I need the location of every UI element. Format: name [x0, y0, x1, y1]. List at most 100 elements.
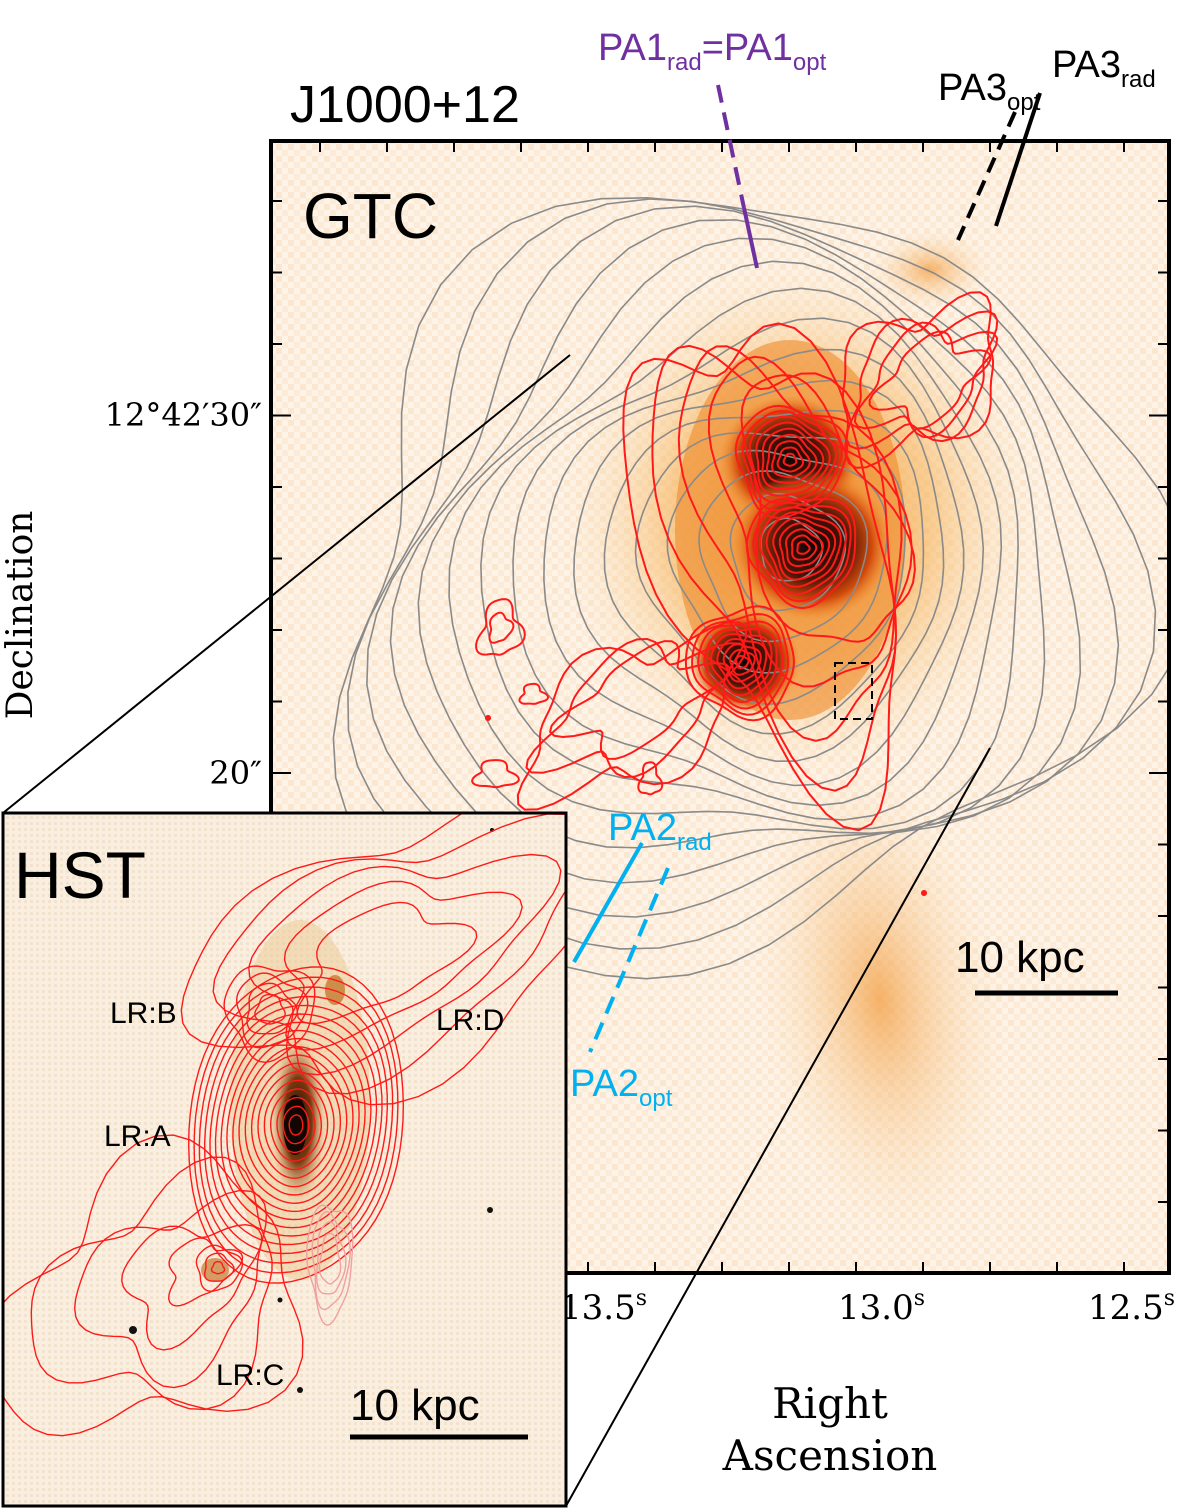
contour-line	[220, 1021, 372, 1229]
contour-line	[868, 330, 992, 430]
contour-line	[516, 621, 748, 811]
svg-text:12.5s: 12.5s	[1088, 1286, 1175, 1328]
pa1-marker: PA1rad=PA1opt	[598, 27, 827, 269]
contour-line	[30, 1156, 273, 1411]
contour-line	[204, 1252, 235, 1282]
main-panel: GTC 10 kpc 12°42′30″ 20″ Declination 13.…	[0, 139, 1175, 1480]
gtc-scale-bar-label: 10 kpc	[955, 933, 1085, 982]
contour-line	[305, 1204, 354, 1326]
hst-scale-bar-label: 10 kpc	[350, 1381, 480, 1430]
contour-line	[758, 506, 848, 596]
contour-line	[214, 1013, 378, 1237]
contour-line	[790, 534, 818, 561]
contour-line	[283, 880, 523, 1051]
zoom-connectors	[2, 354, 991, 1507]
contour-line	[548, 640, 732, 760]
contour-line	[752, 501, 852, 603]
contour-line	[543, 348, 965, 787]
contour-line	[198, 986, 394, 1264]
svg-text:13.0s: 13.0s	[838, 1286, 925, 1328]
contour-line	[235, 972, 309, 1049]
contour-line	[246, 982, 298, 1035]
contour-line	[226, 1029, 366, 1221]
contour-line	[448, 260, 1019, 830]
ra-tick-label-2: 13.0s	[838, 1286, 925, 1328]
contour-line	[722, 643, 762, 683]
contour-line	[703, 627, 778, 704]
contour-line	[748, 415, 838, 504]
contour-line	[488, 611, 515, 644]
contour-line	[735, 654, 750, 670]
contour-line	[270, 1088, 322, 1162]
contour-line	[709, 633, 773, 697]
region-label-lrc: LR:C	[216, 1359, 284, 1392]
ra-axis-title-line2: Ascension	[722, 1431, 938, 1480]
contour-line	[73, 1189, 268, 1389]
contour-line	[755, 421, 831, 497]
region-label-lra: LR:A	[104, 1120, 171, 1153]
dec-axis-title: Declination	[0, 511, 41, 720]
contour-line	[475, 598, 526, 656]
contour-line	[573, 379, 945, 763]
ra-axis-title-line1: Right	[772, 1379, 888, 1428]
ra-tick-label-3: 12.5s	[1088, 1286, 1175, 1328]
contour-line	[209, 1004, 383, 1246]
pa3-opt-label: PA3opt	[938, 67, 1041, 116]
contour-line	[187, 966, 405, 1284]
hst-label: HST	[14, 838, 146, 912]
contour-line	[759, 517, 824, 582]
contour-line	[622, 322, 898, 832]
pa3-marker: PA3opt PA3rad	[938, 44, 1156, 241]
contour-line	[485, 715, 491, 721]
contour-line	[238, 1045, 354, 1205]
contour-line	[707, 355, 913, 688]
contour-line	[288, 1114, 304, 1136]
contour-line	[637, 761, 664, 796]
contour-line	[771, 440, 811, 479]
inset-frame	[1, 811, 568, 1508]
radio-contours	[471, 291, 999, 896]
contour-line	[765, 433, 818, 484]
contour-line	[765, 511, 842, 588]
contour-line	[772, 516, 837, 581]
contour-line	[677, 345, 903, 742]
contour-line	[3, 1134, 304, 1437]
contour-line	[244, 1054, 348, 1196]
pa3-rad-label: PA3rad	[1052, 44, 1156, 93]
contour-line	[761, 427, 825, 490]
ra-tick-label-1: 13.5s	[560, 1286, 647, 1328]
pa1-label: PA1rad=PA1opt	[598, 27, 827, 76]
contour-line	[121, 1223, 263, 1351]
contour-line	[480, 287, 1003, 821]
region-box	[834, 662, 873, 720]
contour-line	[316, 1221, 347, 1295]
contour-line	[210, 1261, 226, 1275]
contour-line	[716, 637, 768, 690]
contour-line	[853, 321, 999, 439]
contour-line	[776, 446, 805, 473]
contour-line	[518, 682, 550, 705]
contour-line	[782, 452, 798, 467]
contour-line	[318, 1232, 342, 1285]
contour-line	[471, 759, 520, 789]
contour-line	[248, 853, 562, 1076]
svg-text:13.5s: 13.5s	[560, 1286, 647, 1328]
contour-line	[778, 522, 831, 574]
contour-line	[525, 637, 747, 779]
contour-line	[263, 1079, 329, 1171]
contour-line	[193, 976, 399, 1274]
region-label-lrd: LR:D	[436, 1004, 504, 1037]
object-title: J1000+12	[290, 76, 520, 134]
inset-radio-contours	[3, 813, 566, 1437]
contour-line	[921, 890, 927, 896]
pa2-opt-label: PA2opt	[570, 1063, 673, 1112]
pa2-marker: PA2rad PA2opt	[570, 807, 712, 1112]
contour-line	[276, 1096, 316, 1154]
pa2-rad-label: PA2rad	[608, 807, 712, 856]
contour-line	[296, 901, 478, 1025]
main-panel-frame	[269, 139, 1171, 1275]
contour-line	[282, 1105, 310, 1145]
contour-line	[740, 374, 916, 643]
contour-line	[796, 540, 811, 555]
